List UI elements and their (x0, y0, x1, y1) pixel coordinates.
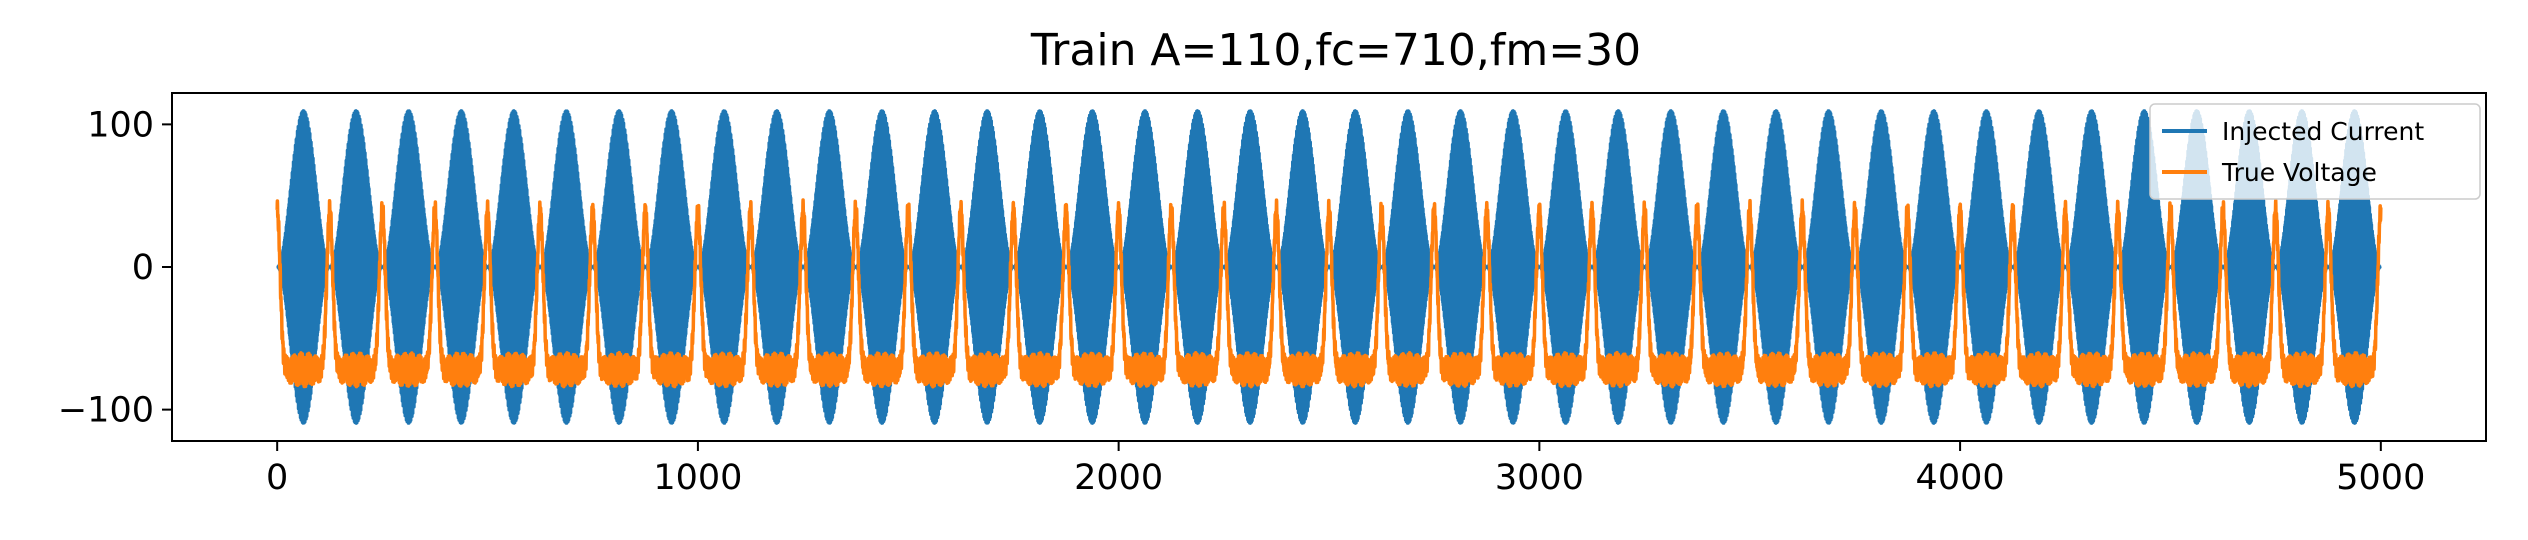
x-tick-label: 2000 (1074, 458, 1163, 498)
legend-box (2149, 103, 2481, 200)
x-tick-label: 3000 (1495, 458, 1584, 498)
chart-title: Train A=110,fc=710,fm=30 (1030, 25, 1641, 76)
x-tick-label: 1000 (653, 458, 742, 498)
legend-label: True Voltage (2221, 158, 2377, 187)
series-injected-current-line (275, 109, 2383, 425)
x-tick-label: 4000 (1916, 458, 2005, 498)
x-tick-label: 0 (266, 458, 288, 498)
plot-area (275, 109, 2383, 425)
legend-label: Injected Current (2222, 117, 2424, 146)
legend: Injected Current True Voltage (2149, 103, 2481, 200)
x-tick-label: 5000 (2336, 458, 2425, 498)
series-true-voltage-line (275, 198, 2383, 389)
axes: 0 1000 2000 3000 4000 5000 −100 0 100 (58, 92, 2487, 498)
y-tick-label: 0 (132, 248, 154, 288)
y-tick-label: −100 (58, 391, 154, 431)
y-tick-label: 100 (87, 105, 154, 145)
